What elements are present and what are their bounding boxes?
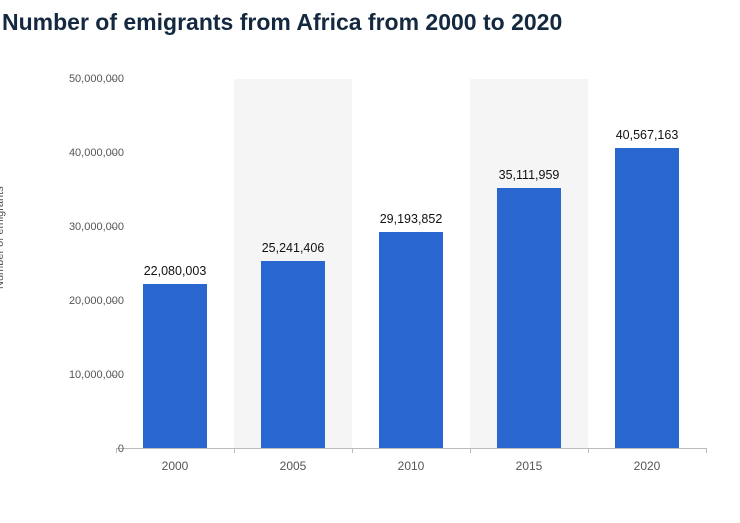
y-tick-label: 30,000,000 bbox=[44, 221, 124, 233]
x-tick-mark bbox=[352, 448, 353, 453]
bar-value-label: 29,193,852 bbox=[361, 212, 461, 226]
x-tick-mark bbox=[706, 448, 707, 453]
y-axis-label: Number of emigrants bbox=[0, 186, 6, 289]
x-tick-label: 2015 bbox=[489, 459, 569, 473]
x-tick-mark bbox=[234, 448, 235, 453]
bar-value-label: 35,111,959 bbox=[479, 168, 579, 182]
chart-container: Number of emigrants 010,000,00020,000,00… bbox=[0, 69, 730, 509]
x-tick-label: 2005 bbox=[253, 459, 333, 473]
x-tick-mark bbox=[470, 448, 471, 453]
bar[interactable] bbox=[261, 261, 326, 448]
page-title: Number of emigrants from Africa from 200… bbox=[0, 0, 740, 37]
x-tick-mark bbox=[588, 448, 589, 453]
y-tick-label: 10,000,000 bbox=[44, 369, 124, 381]
bar[interactable] bbox=[143, 284, 208, 447]
bar[interactable] bbox=[497, 188, 562, 448]
plot-area: 010,000,00020,000,00030,000,00040,000,00… bbox=[116, 79, 706, 449]
x-tick-mark bbox=[116, 448, 117, 453]
y-tick-label: 50,000,000 bbox=[44, 73, 124, 85]
y-tick-label: 40,000,000 bbox=[44, 147, 124, 159]
x-tick-label: 2020 bbox=[607, 459, 687, 473]
bar-value-label: 22,080,003 bbox=[125, 264, 225, 278]
bar[interactable] bbox=[379, 232, 444, 448]
bar[interactable] bbox=[615, 148, 680, 448]
x-tick-label: 2010 bbox=[371, 459, 451, 473]
bar-value-label: 25,241,406 bbox=[243, 241, 343, 255]
y-tick-label: 0 bbox=[44, 443, 124, 455]
y-tick-label: 20,000,000 bbox=[44, 295, 124, 307]
x-tick-label: 2000 bbox=[135, 459, 215, 473]
bar-value-label: 40,567,163 bbox=[597, 128, 697, 142]
